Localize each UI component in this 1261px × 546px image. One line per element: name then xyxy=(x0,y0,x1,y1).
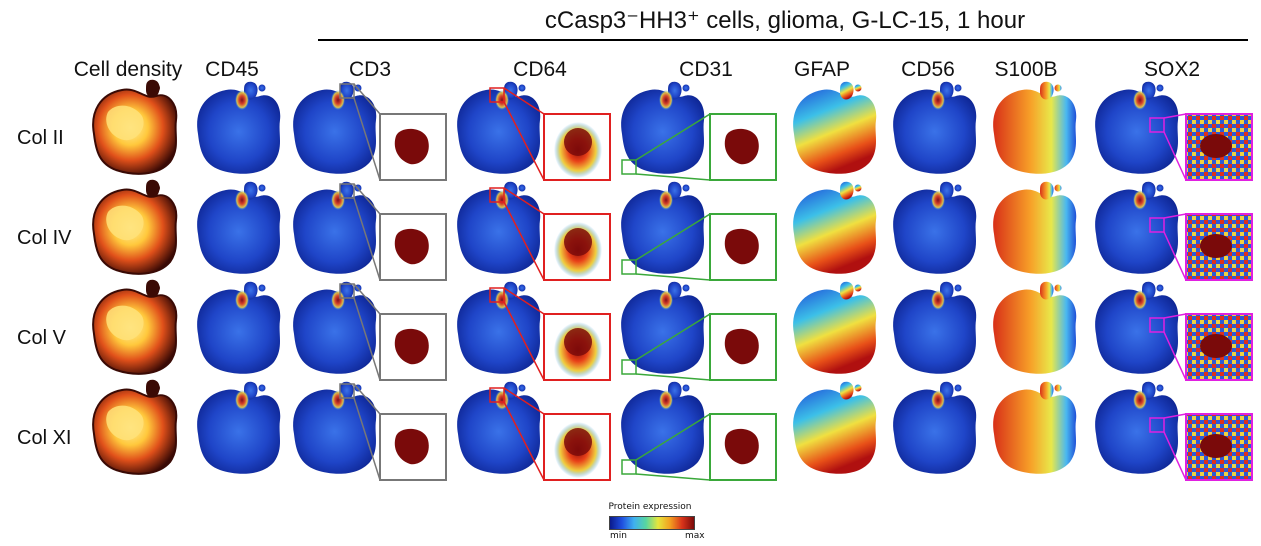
row-label-col-xi: Col XI xyxy=(17,427,72,449)
tsne-map-gfap-row-2 xyxy=(793,181,877,274)
tsne-map-cd31-row-2 xyxy=(621,181,705,274)
column-header-cd45: CD45 xyxy=(205,58,259,81)
zoom-inset-sox2-row-3 xyxy=(1149,313,1253,381)
tsne-map-cd56-row-4 xyxy=(893,381,977,474)
column-header-sox2: SOX2 xyxy=(1143,58,1201,81)
column-header-gfap: GFAP xyxy=(793,58,851,81)
tsne-map-cd45-row-3 xyxy=(197,281,281,374)
zoom-inset-cd31-row-3 xyxy=(621,313,777,381)
tsne-map-cell-density-row-3 xyxy=(92,279,178,375)
tsne-map-cd31-row-1 xyxy=(621,81,705,174)
row-label-col-iv: Col IV xyxy=(17,227,72,249)
column-header-cd56: CD56 xyxy=(901,58,955,81)
legend-title: Protein expression xyxy=(608,502,692,512)
title-underline xyxy=(318,39,1248,41)
tsne-map-cd31-row-4 xyxy=(621,381,705,474)
row-label-col-ii: Col II xyxy=(17,127,64,149)
tsne-map-cd64-row-1 xyxy=(457,81,541,174)
tsne-map-gfap-row-3 xyxy=(793,281,877,374)
zoom-inset-cd64-row-2 xyxy=(489,187,611,281)
zoom-inset-cd64-row-4 xyxy=(489,387,611,481)
tsne-map-s100b-row-1 xyxy=(993,81,1077,174)
zoom-inset-cd3-row-1 xyxy=(339,83,447,181)
tsne-map-cell-density-row-4 xyxy=(92,379,178,475)
figure-title: cCasp3⁻HH3⁺ cells, glioma, G-LC-15, 1 ho… xyxy=(544,7,1026,34)
tsne-map-sox2-row-3 xyxy=(1095,281,1179,374)
tsne-map-cd64-row-3 xyxy=(457,281,541,374)
zoom-inset-sox2-row-2 xyxy=(1149,213,1253,281)
tsne-map-cell-density-row-2 xyxy=(92,179,178,275)
zoom-inset-sox2-row-1 xyxy=(1149,113,1253,181)
tsne-map-gfap-row-4 xyxy=(793,381,877,474)
legend-max-label: max xyxy=(685,531,705,541)
tsne-map-sox2-row-2 xyxy=(1095,181,1179,274)
tsne-map-cell-density-row-1 xyxy=(92,79,178,175)
column-header-cd3: CD3 xyxy=(348,58,392,81)
tsne-map-cd45-row-4 xyxy=(197,381,281,474)
tsne-map-s100b-row-2 xyxy=(993,181,1077,274)
tsne-map-cd45-row-1 xyxy=(197,81,281,174)
zoom-inset-cd31-row-2 xyxy=(621,213,777,281)
zoom-inset-cd31-row-4 xyxy=(621,413,777,481)
tsne-map-gfap-row-1 xyxy=(793,81,877,174)
tsne-map-cd31-row-3 xyxy=(621,281,705,374)
tsne-map-s100b-row-4 xyxy=(993,381,1077,474)
tsne-map-cd64-row-2 xyxy=(457,181,541,274)
row-label-col-v: Col V xyxy=(17,327,66,349)
tsne-map-cd64-row-4 xyxy=(457,381,541,474)
zoom-inset-cd64-row-1 xyxy=(489,87,611,181)
tsne-map-sox2-row-1 xyxy=(1095,81,1179,174)
tsne-map-cd45-row-2 xyxy=(197,181,281,274)
zoom-inset-cd31-row-1 xyxy=(621,113,777,181)
column-header-cell-density: Cell density xyxy=(73,58,183,81)
tsne-map-cd56-row-2 xyxy=(893,181,977,274)
zoom-inset-cd64-row-3 xyxy=(489,287,611,381)
zoom-inset-cd3-row-3 xyxy=(339,283,447,381)
tsne-map-cd3-row-4 xyxy=(293,381,377,474)
tsne-map-s100b-row-3 xyxy=(993,281,1077,374)
column-header-s100b: S100B xyxy=(994,58,1058,81)
zoom-inset-cd3-row-4 xyxy=(339,383,447,481)
legend-colorbar xyxy=(609,516,695,530)
tsne-map-sox2-row-4 xyxy=(1095,381,1179,474)
zoom-inset-sox2-row-4 xyxy=(1149,413,1253,481)
tsne-map-cd56-row-1 xyxy=(893,81,977,174)
column-header-cd64: CD64 xyxy=(513,58,567,81)
zoom-inset-cd3-row-2 xyxy=(339,183,447,281)
tsne-map-cd3-row-2 xyxy=(293,181,377,274)
tsne-map-cd56-row-3 xyxy=(893,281,977,374)
legend-min-label: min xyxy=(610,531,627,541)
column-header-cd31: CD31 xyxy=(679,58,733,81)
